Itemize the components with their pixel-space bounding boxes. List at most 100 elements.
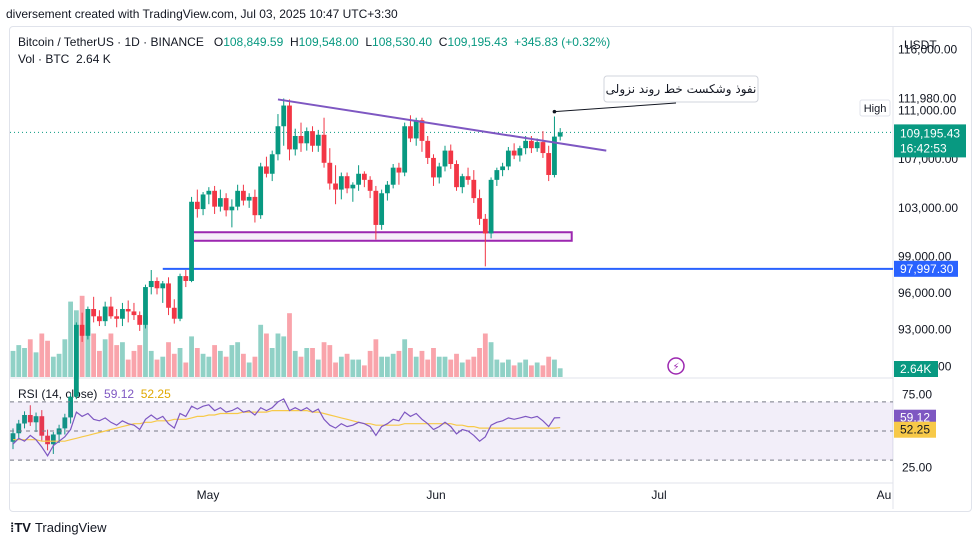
volume-bar: [448, 359, 454, 377]
volume-bar: [356, 359, 361, 377]
candle-body: [258, 166, 264, 216]
price-tick-label: 99,000.00: [898, 250, 952, 264]
volume-bar: [315, 359, 321, 377]
volume-bar: [425, 359, 431, 377]
high-value-label: 111,980.00: [898, 91, 957, 105]
caption-text: diversement created with TradingView.com…: [6, 7, 398, 21]
candle-body: [356, 173, 361, 185]
candle-body: [540, 142, 546, 154]
volume-bar: [27, 339, 33, 377]
volume-bar: [50, 356, 56, 377]
volume-bar: [45, 340, 50, 377]
tradingview-brand[interactable]: ⁞TV TradingView: [10, 520, 107, 535]
open-label: O: [213, 35, 224, 49]
candle-body: [459, 176, 465, 188]
volume-bar: [22, 348, 27, 377]
candle-body: [206, 190, 212, 195]
volume-bar: [333, 362, 338, 377]
candle-body: [171, 307, 177, 319]
candle-body: [39, 416, 45, 436]
volume-bar: [56, 353, 62, 377]
candle-body: [448, 150, 454, 165]
event-badge-icon: [667, 357, 685, 375]
volume-bar: [344, 353, 350, 377]
candle-body: [131, 311, 137, 316]
volume-legend: Vol · BTC 2.64 K: [18, 52, 111, 66]
descending-trendline: [277, 98, 607, 152]
high-tag-text: High: [864, 103, 887, 115]
volume-bar: [402, 339, 408, 377]
volume-bar: [511, 365, 517, 377]
volume-bar: [97, 350, 102, 377]
volume-bar: [523, 359, 529, 377]
volume-bar: [471, 356, 477, 377]
candle-body: [529, 140, 534, 149]
candle-body: [292, 135, 298, 150]
volume-bar: [252, 356, 258, 377]
candle-body: [154, 280, 160, 289]
countdown-value: 16:42:53: [900, 141, 947, 155]
candle-body: [177, 276, 183, 319]
volume-bar: [488, 342, 494, 377]
candle-body: [442, 150, 448, 167]
volume-bar: [436, 356, 442, 377]
symbol-name[interactable]: Bitcoin / TetherUS · 1D · BINANCE: [18, 35, 204, 49]
time-tick-label: Jul: [651, 488, 666, 502]
close-value: 109,195.43: [447, 35, 508, 49]
candle-body: [436, 166, 442, 178]
volume-bar: [557, 368, 563, 377]
volume-bar: [223, 356, 229, 377]
volume-bar: [408, 348, 413, 377]
high-value: 109,548.00: [298, 35, 359, 49]
candle-body: [16, 423, 22, 434]
volume-bar: [275, 333, 281, 377]
candle-body: [465, 176, 471, 180]
support-zone-box: [190, 231, 573, 242]
price-tick-label: 116,000.00: [898, 42, 957, 56]
candle-body: [241, 190, 246, 201]
price-tick-label: 96,000.00: [898, 286, 952, 300]
rsi-tick-label: 25.00: [902, 460, 932, 474]
volume-bar: [85, 327, 91, 377]
volume-bar: [102, 339, 108, 377]
volume-bar: [177, 348, 183, 377]
rsi-ma-line: [13, 410, 561, 442]
volume-bar: [39, 333, 45, 377]
candle-body: [379, 193, 385, 225]
candle-body: [264, 166, 269, 174]
candle-body: [310, 131, 315, 146]
candle-body: [431, 157, 436, 178]
volume-bar: [350, 359, 356, 377]
candle-body: [333, 183, 338, 190]
volume-bar: [183, 362, 189, 377]
volume-bar: [373, 339, 379, 377]
candle-body: [73, 324, 79, 397]
candle-body: [344, 176, 350, 189]
volume-bar: [534, 362, 540, 377]
candle-body: [511, 150, 517, 156]
volume-bar: [131, 350, 137, 377]
volume-bar: [108, 333, 114, 377]
candle-body: [350, 184, 356, 189]
volume-bar: [200, 353, 206, 377]
candle-body: [425, 140, 431, 158]
candle-body: [10, 433, 16, 442]
candle-body: [183, 276, 189, 281]
volume-bar: [459, 362, 465, 377]
volume-label[interactable]: Vol · BTC: [18, 52, 70, 66]
volume-bar: [546, 356, 552, 377]
candle-body: [22, 414, 27, 424]
candle-body: [223, 198, 229, 211]
candle-body: [33, 416, 39, 423]
candle-body: [488, 179, 494, 234]
volume-bar: [206, 356, 212, 377]
volume-bar: [68, 301, 73, 377]
candle-body: [402, 126, 408, 173]
volume-bar: [310, 348, 315, 377]
candle-body: [505, 150, 511, 167]
volume-bar: [500, 362, 505, 377]
volume-bar: [321, 342, 327, 377]
volume-bar: [540, 365, 546, 377]
candle-body: [148, 280, 154, 288]
